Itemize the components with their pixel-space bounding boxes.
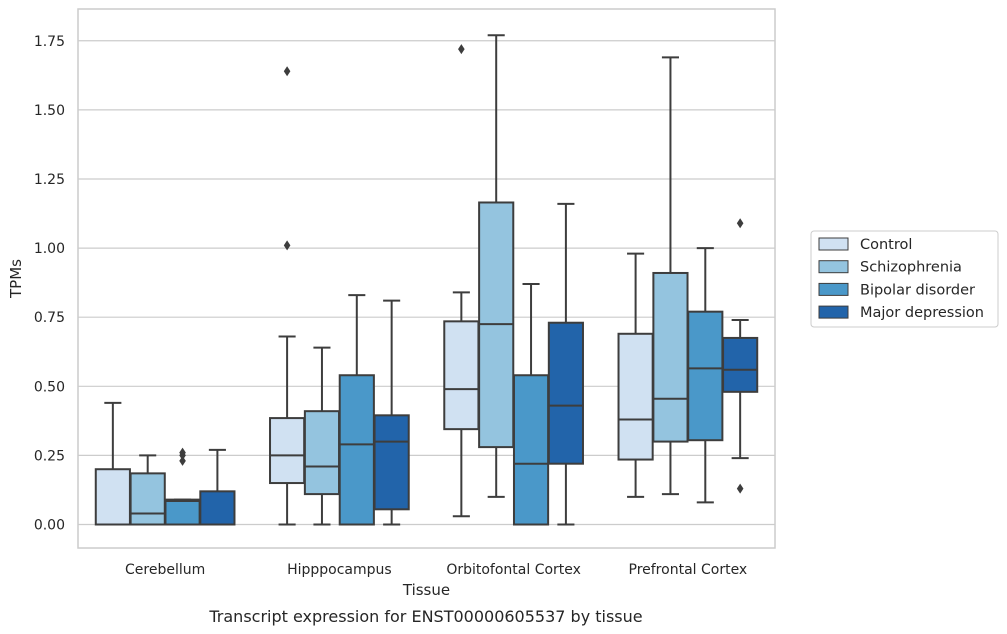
box-body <box>303 410 341 496</box>
y-axis-title: TPMs <box>7 259 25 299</box>
box-body <box>373 414 410 511</box>
box-body <box>94 468 131 526</box>
x-tick-label: Orbitofontal Cortex <box>446 562 581 578</box>
box-group <box>373 299 410 526</box>
y-axis-ticks: 0.00 0.25 0.50 0.75 1.00 1.25 1.50 1.75 <box>34 34 65 534</box>
box-group <box>94 401 131 526</box>
legend-label: Bipolar disorder <box>860 282 975 298</box>
legend-swatch <box>818 282 849 296</box>
legend-swatch <box>818 260 849 274</box>
box-body <box>652 271 689 443</box>
y-tick-label: 0.50 <box>34 379 65 395</box>
box-group <box>443 44 480 518</box>
box-group <box>512 283 550 526</box>
box-body <box>443 320 480 431</box>
outlier-point <box>458 44 465 55</box>
box-group <box>303 346 341 526</box>
box-body <box>129 472 166 526</box>
x-axis-ticks: Cerebellum Hipppocampus Orbitofontal Corte… <box>125 562 747 578</box>
x-tick-label: Hipppocampus <box>287 562 392 578</box>
box-group <box>338 294 375 526</box>
box-group <box>269 66 306 526</box>
outlier-point <box>283 240 291 251</box>
legend-label: Major depression <box>860 305 984 321</box>
box-group <box>652 56 689 496</box>
y-tick-label: 1.75 <box>34 34 65 50</box>
box-group <box>478 34 515 498</box>
box-body <box>687 310 724 442</box>
box-group <box>129 454 166 526</box>
grid-lines <box>78 40 775 526</box>
box-body <box>617 332 654 461</box>
box-body <box>512 374 550 526</box>
legend-swatch <box>818 237 849 251</box>
y-tick-label: 1.00 <box>34 241 65 257</box>
box-group <box>687 247 724 504</box>
box-group <box>617 252 654 498</box>
box-group <box>199 448 236 526</box>
plot-area <box>94 34 759 526</box>
legend-label: Control <box>860 237 912 253</box>
box-body <box>269 417 306 485</box>
y-tick-label: 0.00 <box>34 518 65 534</box>
y-tick-label: 0.75 <box>34 310 65 326</box>
box-body <box>338 374 375 526</box>
y-tick-label: 0.25 <box>34 448 65 464</box>
legend-frame <box>810 230 999 328</box>
x-axis-title: Tissue <box>402 581 450 599</box>
box-body <box>199 490 236 526</box>
plot-frame <box>77 8 776 549</box>
box-group <box>164 447 201 526</box>
outlier-point <box>736 483 744 494</box>
outlier-point <box>179 447 186 458</box>
outlier-point <box>179 455 186 466</box>
chart-caption: Transcript expression for ENST0000060553… <box>208 607 642 626</box>
x-tick-label: Cerebellum <box>125 562 205 578</box>
box-body <box>164 498 201 526</box>
outlier-point <box>283 66 291 77</box>
box-group <box>547 202 584 526</box>
outlier-point <box>736 218 744 229</box>
legend: Control Schizophrenia Bipolar disorder Majo… <box>810 230 999 328</box>
box-body <box>547 321 584 465</box>
x-tick-label: Prefrontal Cortex <box>629 562 748 578</box>
legend-label: Schizophrenia <box>860 260 962 276</box>
legend-swatch <box>818 305 849 319</box>
y-tick-label: 1.25 <box>34 172 65 188</box>
y-tick-label: 1.50 <box>34 103 65 119</box>
box-group <box>722 218 759 494</box>
box-body <box>722 336 759 393</box>
